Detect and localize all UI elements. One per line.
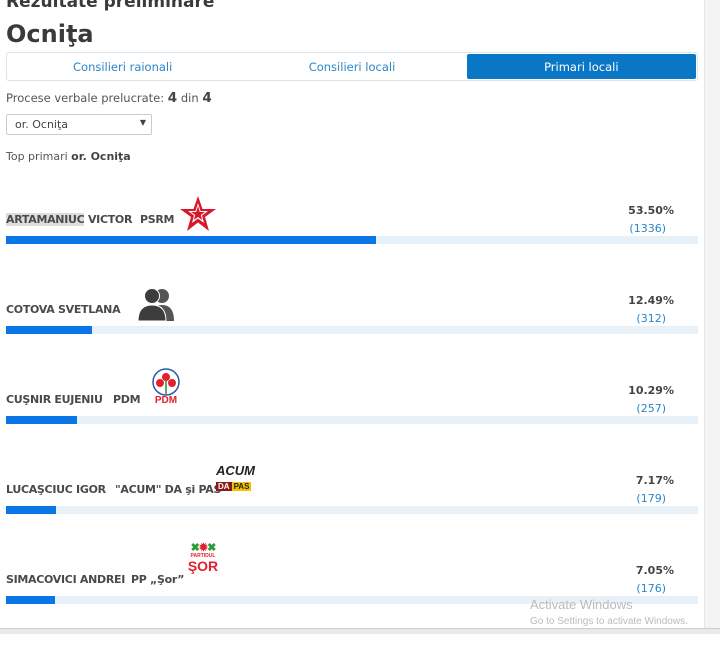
candidate-row: COTOVA SVETLANA 12.49% (312) [0,288,704,383]
name-rest: VICTOR [84,213,133,226]
vote-bar-fill [6,596,55,604]
locality-select[interactable]: or. Ocniţa ▼ [6,114,152,135]
watermark-subtitle: Go to Settings to activate Windows. [530,616,688,627]
candidate-name: CUŞNIR EUJENIU [6,393,103,406]
candidate-percent: 12.49% [628,294,674,307]
candidate-row: SIMACOVICI ANDREI PP „Şor” ✖✹✖ PARTIDUL ŞOR 7… [0,543,704,653]
tab-primari-locali[interactable]: Primari locali [466,54,696,79]
sor-logo: ✖✹✖ PARTIDUL ŞOR [187,542,219,574]
page-title: Ocniţa [6,20,94,48]
psrm-star-icon [178,194,218,238]
candidate-percent: 53.50% [628,204,674,217]
top-heading: Top primari or. Ocniţa [6,150,131,163]
candidate-votes: (179) [636,492,666,505]
vote-bar-fill [6,416,78,424]
chevron-down-icon: ▼ [139,118,146,127]
pdm-logo-text: PDM [154,395,178,406]
page-subtitle: Rezultate preliminare [6,0,215,12]
vote-bar-fill [6,236,377,244]
candidate-votes: (176) [636,582,666,595]
vote-bar [6,416,698,424]
vote-bar [6,236,698,244]
vote-bar-fill [6,326,93,334]
candidate-row: CUŞNIR EUJENIU PDM PDM 10.29% (257) [0,368,704,473]
vote-bar [6,506,698,514]
party-name: PP „Şor” [131,573,185,586]
candidate-percent: 7.17% [635,474,674,487]
candidate-votes: (1336) [629,222,666,235]
tab-consilieri-raionali[interactable]: Consilieri raionali [73,59,173,74]
scrollbar-area[interactable] [704,0,720,634]
candidate-percent: 10.29% [628,384,674,397]
party-name: PDM [113,393,141,406]
watermark-title: Activate Windows [530,597,633,612]
candidate-row: LUCAŞCIUC IGOR "ACUM" DA şi PAS ACUM DA PAS 7… [0,464,704,563]
candidate-name: ARTAMANIUC VICTOR [6,213,132,226]
processed-total: 4 [202,90,212,106]
vote-bar-fill [6,506,56,514]
vote-bar [6,326,698,334]
processed-count: Procese verbale prelucrate: 4 din 4 [6,90,212,106]
candidate-percent: 7.05% [635,564,674,577]
candidate-name: COTOVA SVETLANA [6,303,121,316]
party-name: PSRM [140,213,175,226]
party-name: "ACUM" DA şi PAS [115,483,222,496]
acum-logo: ACUM DA PAS [216,463,255,491]
tab-consilieri-locali[interactable]: Consilieri locali [308,59,396,74]
processed-label: Procese verbale prelucrate: [6,91,165,105]
top-label: Top primari [6,150,68,163]
top-locality: or. Ocniţa [71,150,131,163]
independent-people-icon [137,287,176,325]
locality-select-value: or. Ocniţa [15,118,69,131]
vote-bar [6,596,698,604]
candidate-name: LUCAŞCIUC IGOR [6,483,106,496]
tabs: Consilieri raionali Consilieri locali Pr… [6,52,698,81]
candidate-row: ARTAMANIUC VICTOR PSRM 53.50% (1336) [0,196,704,293]
processed-sep: din [180,91,199,105]
candidate-votes: (312) [636,312,666,325]
candidate-votes: (257) [636,402,666,415]
processed-done: 4 [167,90,178,106]
highlighted-text: ARTAMANIUC [6,213,85,226]
bottom-edge [0,628,720,634]
pdm-roses-icon: PDM [150,368,182,408]
candidate-name: SIMACOVICI ANDREI [6,573,126,586]
